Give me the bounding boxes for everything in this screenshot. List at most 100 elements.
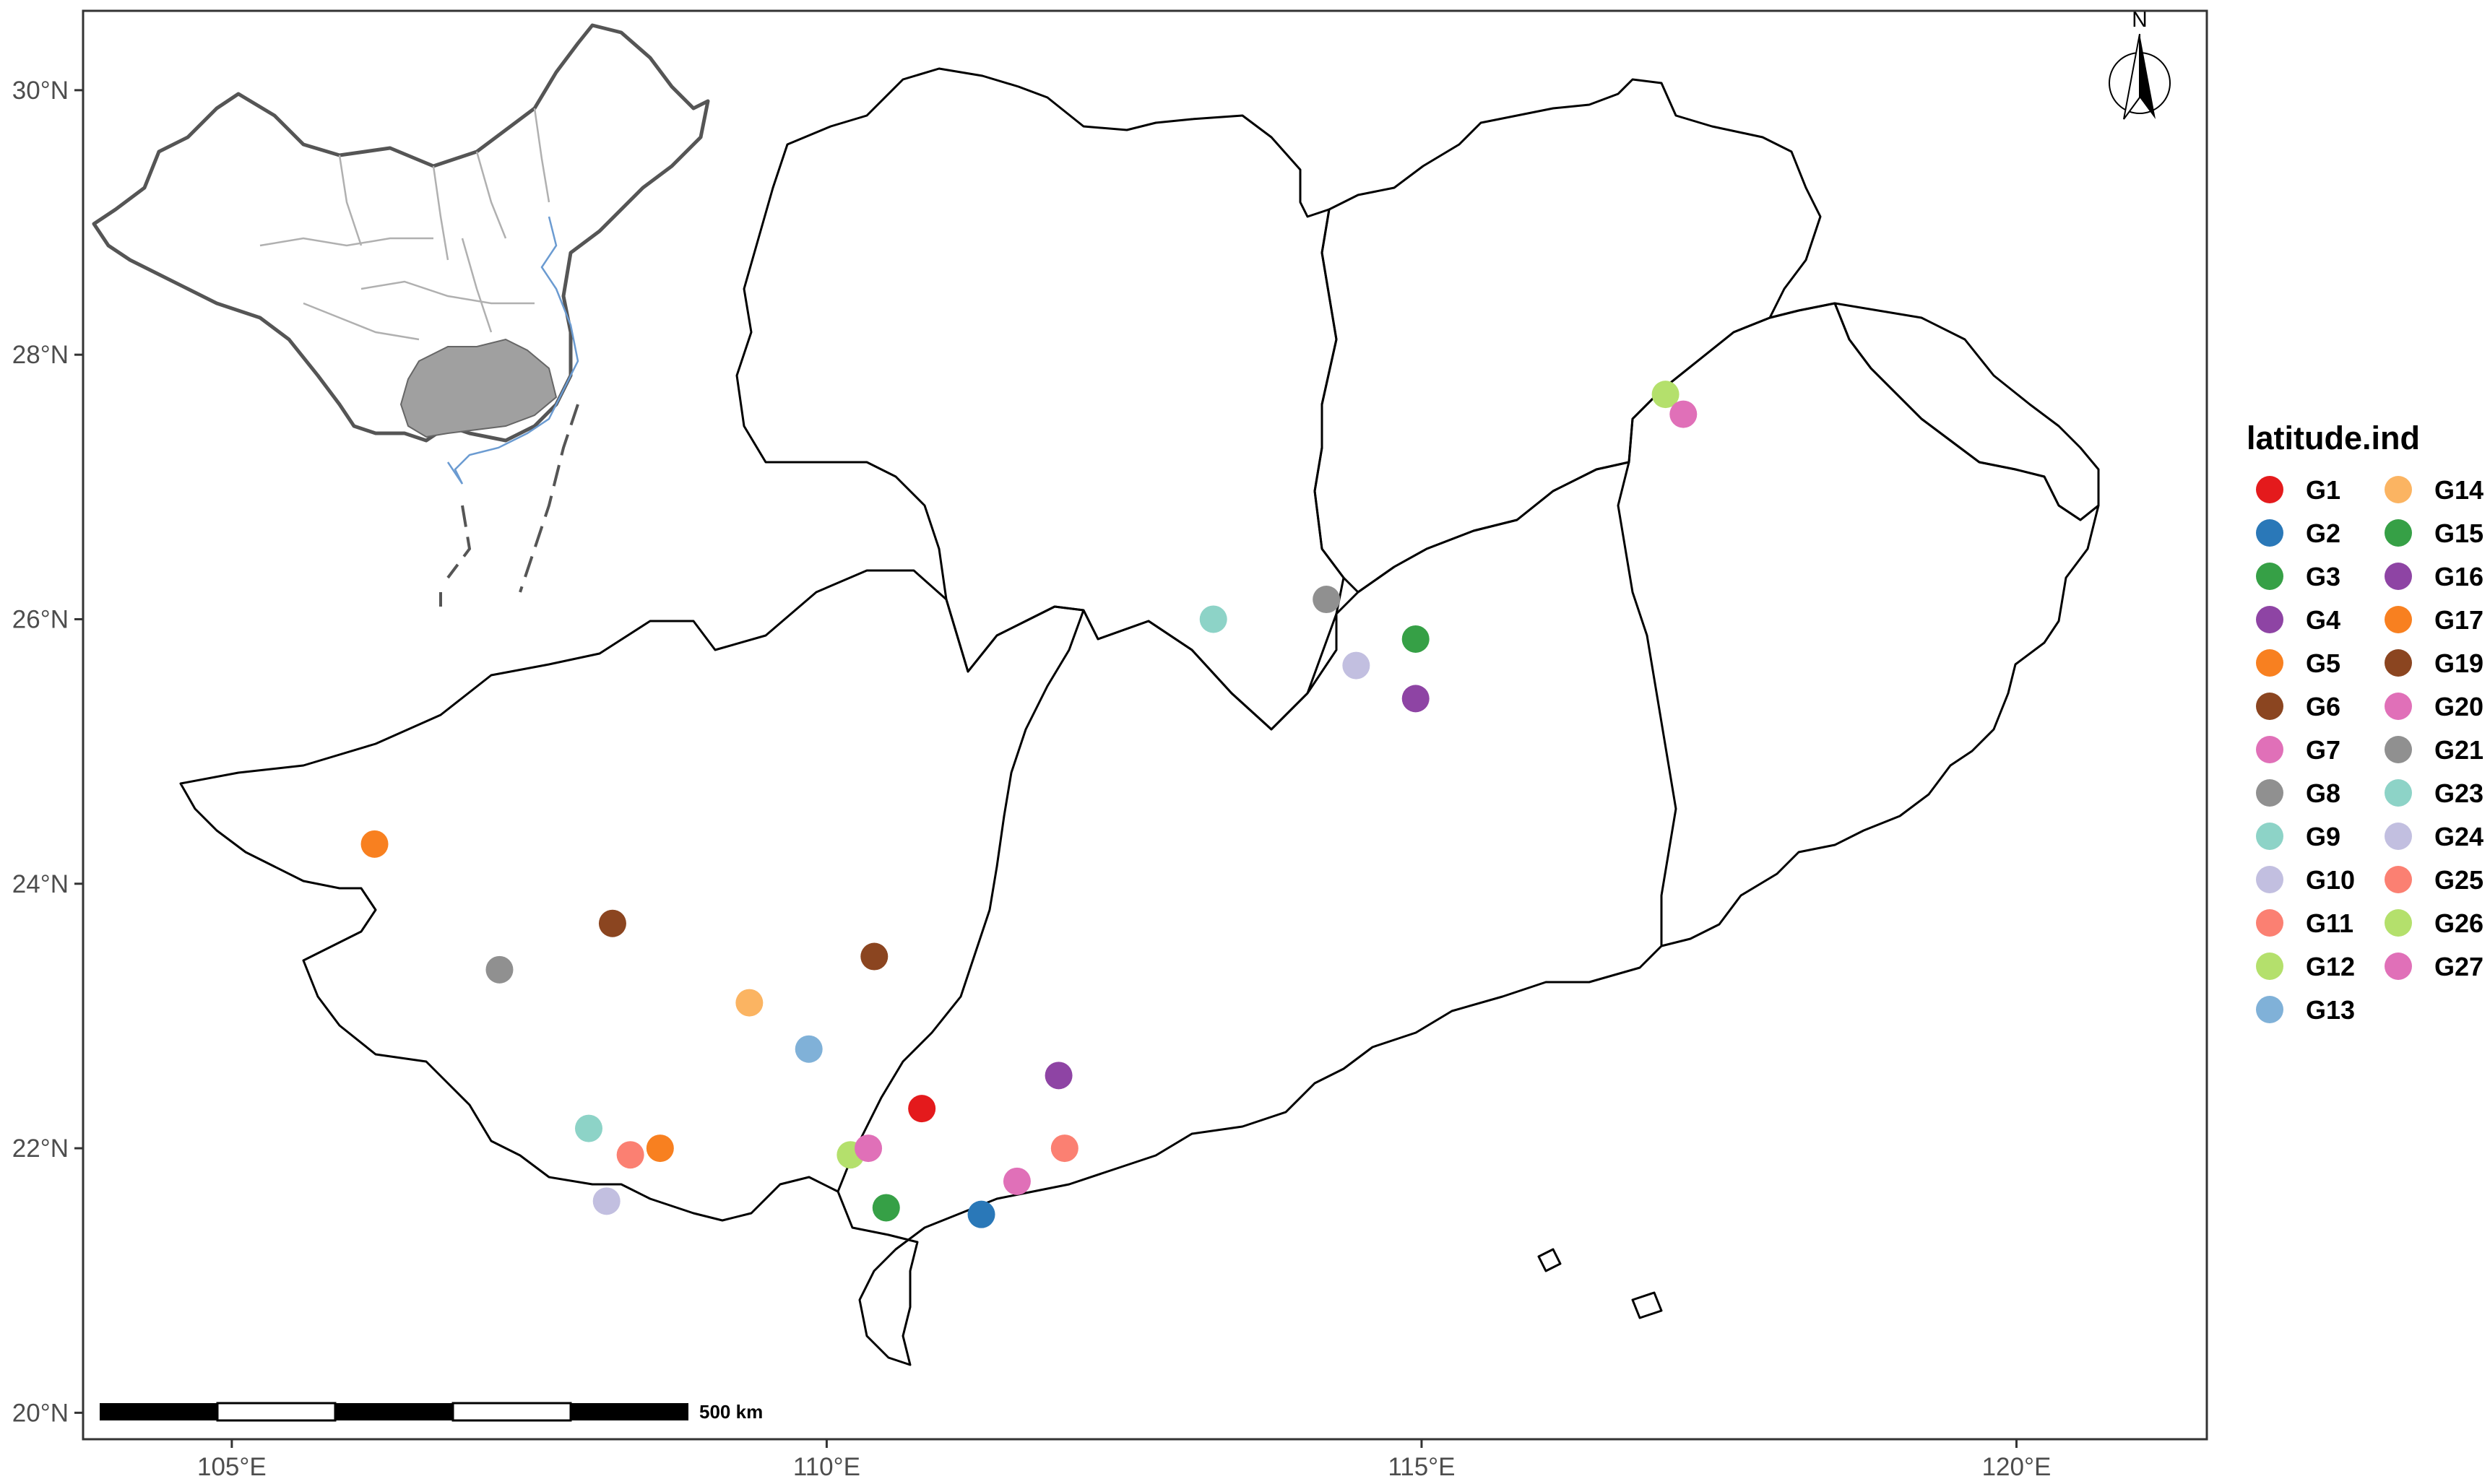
point-g9 <box>575 1114 602 1142</box>
legend-swatch-g4 <box>2256 606 2283 633</box>
legend-label-g2: G2 <box>2306 518 2340 548</box>
legend-swatch-g2 <box>2256 519 2283 547</box>
legend-label-g7: G7 <box>2306 735 2340 765</box>
inset-province-lines <box>259 108 550 341</box>
legend-label-g17: G17 <box>2434 605 2483 635</box>
legend-label-g6: G6 <box>2306 692 2340 721</box>
guangxi-guangdong-boundary <box>837 609 1085 1192</box>
legend-label-g3: G3 <box>2306 562 2340 591</box>
point-g26 <box>1651 381 1680 409</box>
lon-tick-label: 110°E <box>793 1453 860 1481</box>
lat-tick-label: 30°N <box>12 77 69 105</box>
scale-bar-label: 500 km <box>699 1401 763 1423</box>
point-g20 <box>855 1134 883 1163</box>
hunan-boundary <box>735 67 1345 731</box>
legend-swatch-g23 <box>2385 779 2412 807</box>
scale-bar: 500 km <box>100 1401 763 1423</box>
point-g17 <box>360 830 389 858</box>
point-g15 <box>1401 625 1430 653</box>
scale-segment-3 <box>335 1403 453 1420</box>
point-g24 <box>1342 651 1370 680</box>
point-g16 <box>1401 685 1430 713</box>
point-g23 <box>1199 605 1227 633</box>
province-boundaries <box>179 67 2100 1366</box>
north-arrow-light-half <box>2123 33 2140 120</box>
legend-label-g14: G14 <box>2434 475 2483 505</box>
legend-swatch-g27 <box>2385 953 2412 980</box>
legend-swatch-g26 <box>2385 909 2412 937</box>
legend-label-g24: G24 <box>2434 822 2483 851</box>
scale-segment-5 <box>571 1403 688 1420</box>
inset-nine-dash-line <box>439 404 579 607</box>
jiangxi-boundary <box>1313 78 1822 594</box>
legend-label-g23: G23 <box>2434 778 2483 808</box>
point-g11 <box>616 1141 644 1169</box>
lat-tick-label: 24°N <box>12 870 69 898</box>
legend-swatch-g25 <box>2385 866 2412 893</box>
legend-swatch-g17 <box>2385 606 2412 633</box>
point-g2 <box>967 1200 995 1228</box>
scale-segment-4 <box>451 1402 572 1422</box>
legend-swatch-g6 <box>2256 693 2283 720</box>
axis-ticks: 30°N 28°N 26°N 24°N 22°N 20°N 105°E 110°E 115°E 1… <box>12 77 2052 1481</box>
legend-swatch-g7 <box>2256 736 2283 763</box>
lat-tick-label: 26°N <box>12 605 69 633</box>
legend-label-g9: G9 <box>2306 822 2340 851</box>
legend-swatch-g11 <box>2256 909 2283 937</box>
legend-label-g27: G27 <box>2434 952 2483 981</box>
map-panel-border <box>82 9 2208 1441</box>
legend-label-g25: G25 <box>2434 865 2483 895</box>
point-g21 <box>1313 586 1341 614</box>
lon-tick-label: 120°E <box>1982 1453 2052 1481</box>
point-g6 <box>860 942 889 971</box>
inset-highlight-region <box>399 338 558 438</box>
scale-segment-1 <box>100 1403 217 1420</box>
legend-swatch-g13 <box>2256 996 2283 1023</box>
legend-swatch-g9 <box>2256 823 2283 850</box>
legend-swatch-g3 <box>2256 563 2283 590</box>
legend-swatch-g20 <box>2385 693 2412 720</box>
legend-label-g26: G26 <box>2434 908 2483 938</box>
legend-title: latitude.ind <box>2247 420 2420 456</box>
lat-tick-label: 28°N <box>12 341 69 369</box>
legend-swatch-g1 <box>2256 476 2283 503</box>
china-inset-map <box>92 23 710 607</box>
legend-label-g13: G13 <box>2306 995 2355 1025</box>
legend-label-g19: G19 <box>2434 648 2483 678</box>
point-g14 <box>735 989 764 1017</box>
legend-items: G1 G2 G3 G4 G5 G6 G7 G8 G9 G10 G11 G12 G13 G14 G15 G16 G… <box>2256 475 2483 1025</box>
legend-swatch-g19 <box>2385 649 2412 677</box>
point-g3 <box>872 1194 900 1222</box>
point-g13 <box>795 1035 823 1063</box>
island-1 <box>1537 1248 1562 1272</box>
inset-coastline <box>446 216 579 485</box>
point-g10 <box>592 1187 621 1215</box>
point-g27 <box>1669 400 1698 428</box>
legend-label-g20: G20 <box>2434 692 2483 721</box>
legend-label-g10: G10 <box>2306 865 2355 895</box>
guangdong-fujian-boundary <box>1617 461 1677 946</box>
legend-label-g21: G21 <box>2434 735 2483 765</box>
point-g7 <box>1003 1167 1031 1195</box>
north-arrow: N <box>2109 8 2171 120</box>
legend-label-g16: G16 <box>2434 562 2483 591</box>
scale-segment-2 <box>216 1402 337 1422</box>
north-arrow-dark-half <box>2140 34 2156 119</box>
point-g1 <box>908 1095 936 1123</box>
legend: latitude.ind G1 G2 G3 G4 G5 G6 G7 G8 G9 G10 G11 G12… <box>2247 420 2483 1025</box>
legend-swatch-g21 <box>2385 736 2412 763</box>
legend-swatch-g12 <box>2256 953 2283 980</box>
legend-label-g15: G15 <box>2434 518 2483 548</box>
north-label: N <box>2132 8 2148 32</box>
legend-swatch-g14 <box>2385 476 2412 503</box>
lon-tick-label: 105°E <box>197 1453 267 1481</box>
point-g8 <box>485 955 514 984</box>
fujian-boundary <box>1769 302 2100 521</box>
inset-china-outline <box>92 23 710 443</box>
legend-label-g4: G4 <box>2306 605 2340 635</box>
point-g4 <box>1045 1062 1073 1090</box>
legend-label-g12: G12 <box>2306 952 2355 981</box>
point-g19 <box>598 909 626 937</box>
sampling-points <box>360 381 1698 1228</box>
